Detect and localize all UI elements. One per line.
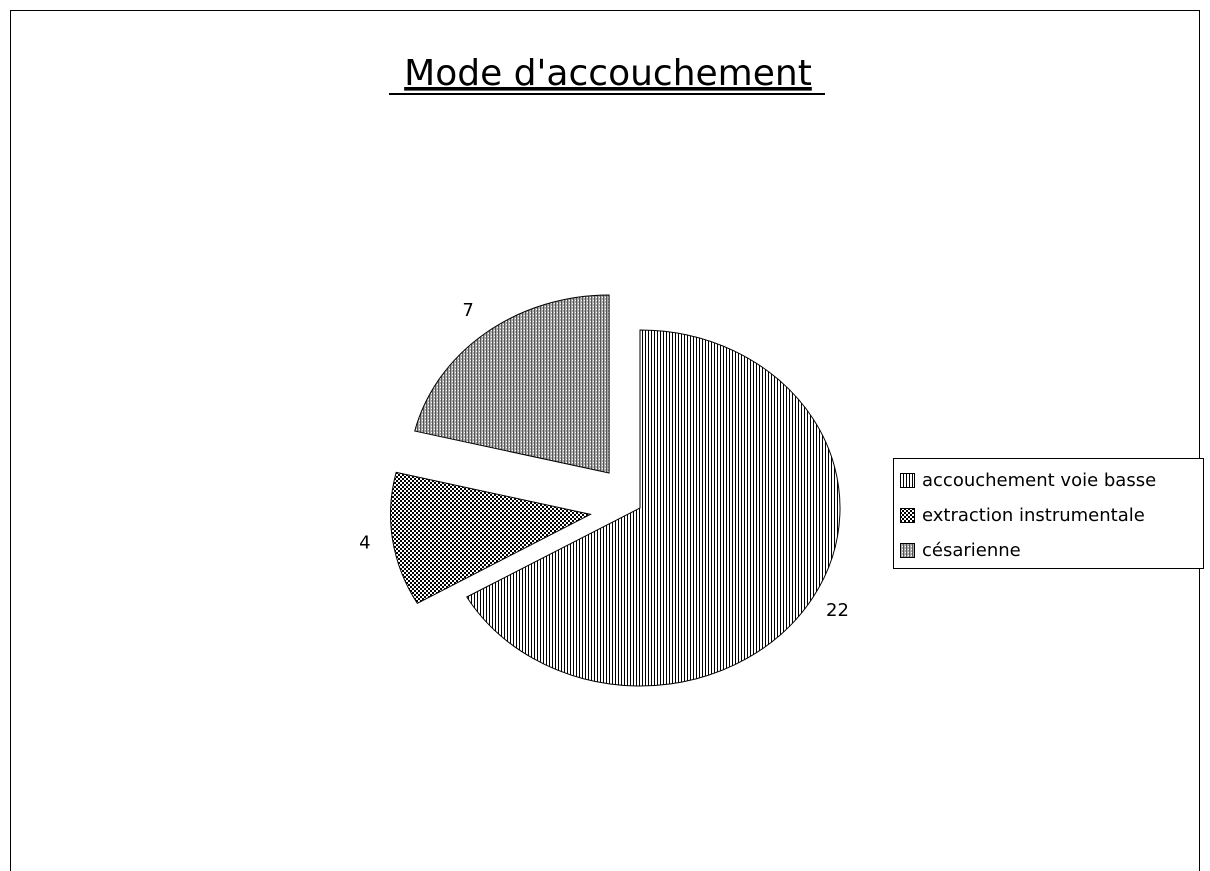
legend — [893, 458, 1204, 569]
chart-title: Mode d'accouchement — [404, 53, 812, 94]
legend-label: accouchement voie basse — [922, 470, 1156, 491]
pie-slice — [390, 471, 592, 604]
data-label: 7 — [462, 300, 473, 321]
legend-swatch — [900, 473, 915, 488]
legend-label: césarienne — [922, 540, 1021, 561]
data-label: 22 — [826, 600, 849, 621]
pie-slice — [466, 329, 841, 687]
legend-label: extraction instrumentale — [922, 505, 1145, 526]
pie-slice — [414, 294, 610, 474]
data-label: 4 — [359, 533, 370, 554]
legend-swatch — [900, 543, 915, 558]
legend-swatch — [900, 508, 915, 523]
